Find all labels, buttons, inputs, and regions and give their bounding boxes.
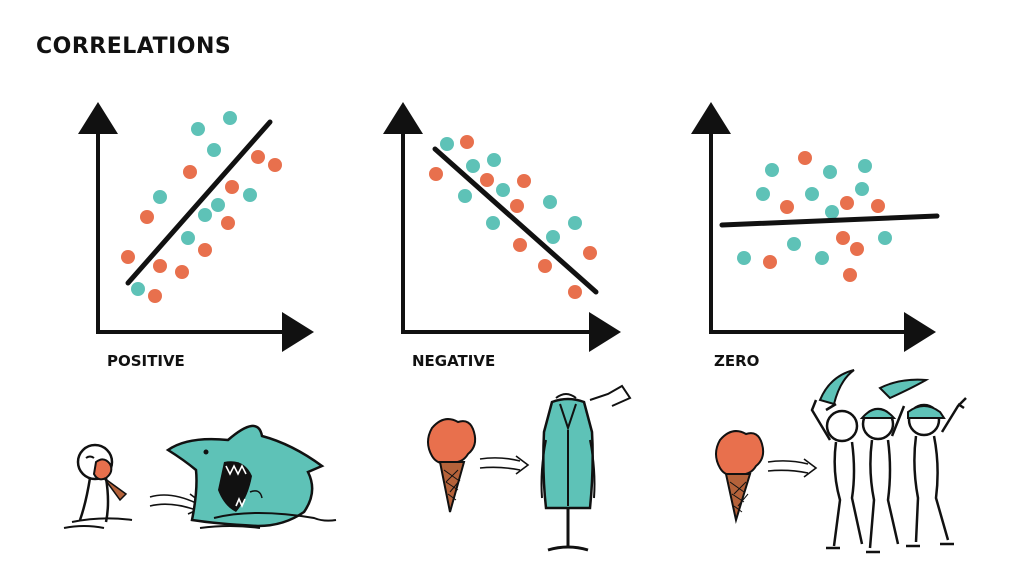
zero-points xyxy=(737,151,892,282)
positive-points xyxy=(121,111,282,303)
negative-scatter-plot xyxy=(383,102,621,352)
arrow-icon xyxy=(767,458,818,478)
illustration-ice-cream-shark xyxy=(63,424,337,529)
ice-cream-cone-icon xyxy=(427,418,477,513)
person-eating-ice-cream-icon xyxy=(63,443,133,529)
negative-trend-line xyxy=(432,146,599,295)
illustration-ice-cream-pirates xyxy=(715,369,967,554)
page-title: CORRELATIONS xyxy=(36,34,232,59)
ice-cream-cone-icon xyxy=(715,430,765,524)
zero-scatter-plot xyxy=(691,102,940,352)
shark-icon xyxy=(165,424,337,529)
angry-pirates-icon xyxy=(810,369,967,554)
positive-label: POSITIVE xyxy=(107,352,185,370)
coat-on-stand-icon xyxy=(540,384,632,552)
arrow-icon xyxy=(479,455,530,475)
illustration-ice-cream-coat xyxy=(427,384,632,552)
negative-points xyxy=(429,135,597,299)
zero-trend-line xyxy=(719,213,940,228)
negative-label: NEGATIVE xyxy=(412,352,496,370)
zero-label: ZERO xyxy=(714,352,760,370)
positive-scatter-plot xyxy=(78,102,314,352)
positive-trend-line xyxy=(125,119,273,286)
